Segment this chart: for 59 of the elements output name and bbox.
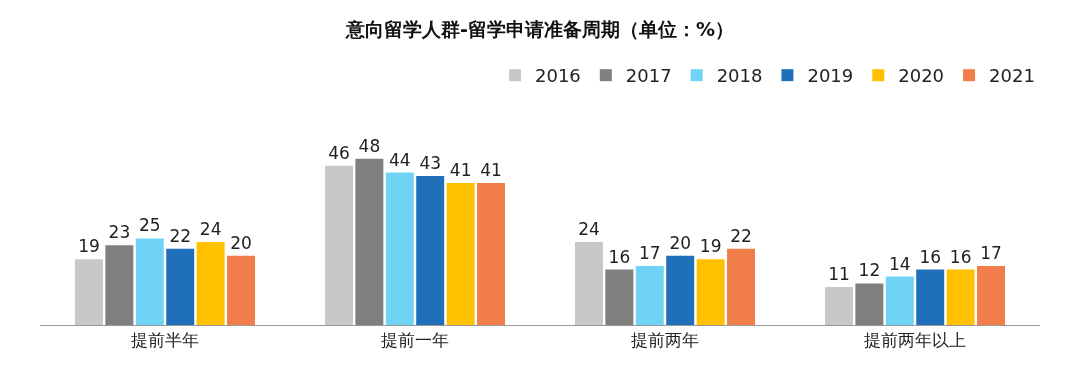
bar xyxy=(446,182,475,325)
bar xyxy=(355,158,384,325)
legend-label: 2020 xyxy=(898,65,945,87)
data-label: 48 xyxy=(358,135,381,156)
bar xyxy=(416,176,445,325)
data-label: 14 xyxy=(888,253,911,274)
bar xyxy=(135,238,164,325)
legend-label: 2017 xyxy=(625,65,672,87)
bar xyxy=(166,248,195,325)
data-label: 44 xyxy=(388,149,411,170)
bar xyxy=(385,172,414,325)
data-label: 19 xyxy=(78,236,100,257)
data-label: 17 xyxy=(638,243,661,264)
bar xyxy=(574,241,603,325)
bar xyxy=(74,259,103,325)
legend-label: 2016 xyxy=(535,65,581,87)
data-label: 16 xyxy=(919,246,942,267)
legend-label: 2018 xyxy=(716,65,763,87)
data-label: 23 xyxy=(108,222,131,243)
bar xyxy=(635,266,664,325)
x-tick-label: 提前两年 xyxy=(631,330,699,351)
bar xyxy=(885,276,914,325)
bar xyxy=(727,248,756,325)
legend-label: 2019 xyxy=(807,65,854,87)
data-label: 41 xyxy=(480,159,502,180)
data-label: 11 xyxy=(828,263,850,284)
legend-label: 2021 xyxy=(989,65,1035,87)
data-label: 24 xyxy=(578,218,600,239)
x-tick-label: 提前两年以上 xyxy=(864,330,966,351)
bar xyxy=(977,266,1006,325)
data-label: 20 xyxy=(230,232,252,253)
data-label: 19 xyxy=(699,236,722,257)
x-tick-label: 提前一年 xyxy=(381,330,449,351)
bar xyxy=(605,269,634,325)
data-label: 16 xyxy=(949,246,972,267)
data-label: 17 xyxy=(980,243,1002,264)
bar xyxy=(477,182,506,325)
chart-title: 意向留学人群-留学申请准备周期（单位：%） xyxy=(345,17,734,40)
data-label: 22 xyxy=(730,225,752,246)
data-label: 25 xyxy=(138,215,161,236)
bar xyxy=(916,269,945,325)
bar xyxy=(324,165,353,325)
bar xyxy=(696,259,725,325)
bar xyxy=(227,255,256,325)
bar xyxy=(946,269,975,325)
data-label: 16 xyxy=(608,246,631,267)
bar xyxy=(196,241,225,325)
bar xyxy=(824,286,853,325)
data-label: 20 xyxy=(669,232,692,253)
data-label: 12 xyxy=(858,260,881,281)
data-label: 46 xyxy=(328,142,350,163)
bar xyxy=(105,245,134,325)
bar xyxy=(855,283,884,325)
bar xyxy=(666,255,695,325)
data-label: 24 xyxy=(199,218,222,239)
data-label: 41 xyxy=(449,159,472,180)
x-tick-label: 提前半年 xyxy=(131,330,199,351)
data-label: 43 xyxy=(419,153,442,174)
data-label: 22 xyxy=(169,225,192,246)
